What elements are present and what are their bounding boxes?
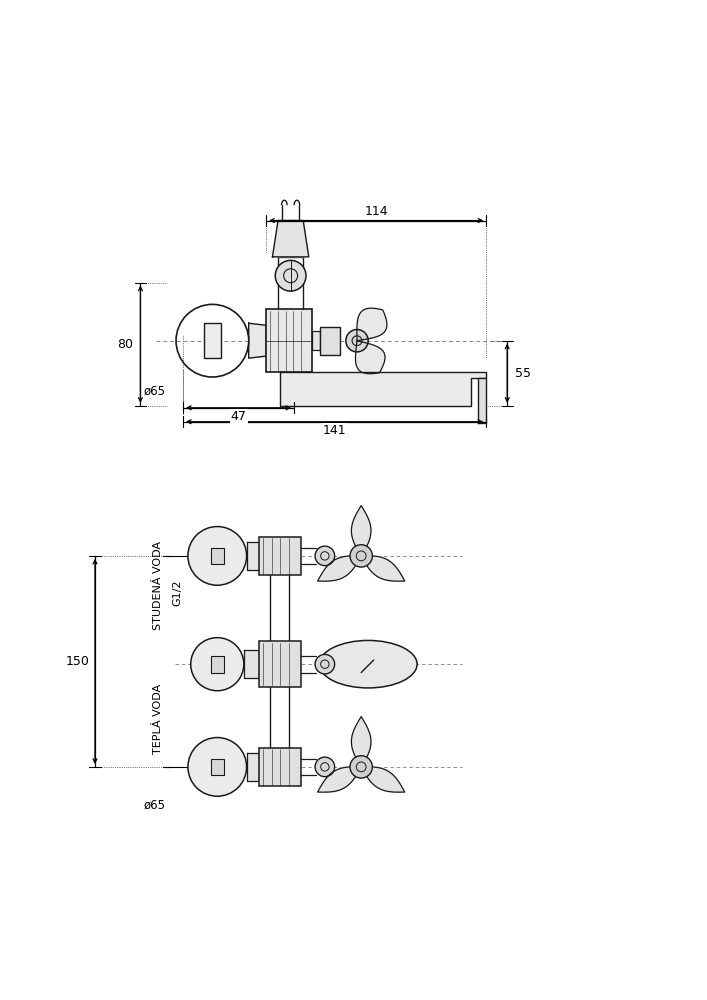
Bar xyxy=(259,537,301,575)
Text: TEPLÁ VODA: TEPLÁ VODA xyxy=(153,684,163,754)
Bar xyxy=(320,327,339,355)
Circle shape xyxy=(350,756,373,778)
Circle shape xyxy=(188,738,247,796)
Circle shape xyxy=(188,527,247,585)
Bar xyxy=(259,641,301,687)
Circle shape xyxy=(315,757,334,777)
Text: ø65: ø65 xyxy=(144,799,166,812)
Polygon shape xyxy=(280,372,486,406)
Text: G1/2: G1/2 xyxy=(173,579,182,606)
Text: ø65: ø65 xyxy=(144,385,166,398)
Circle shape xyxy=(350,545,373,567)
Bar xyxy=(211,759,223,775)
Text: 141: 141 xyxy=(323,424,346,437)
Circle shape xyxy=(315,654,334,674)
Ellipse shape xyxy=(320,640,417,688)
Polygon shape xyxy=(356,341,385,374)
Polygon shape xyxy=(361,767,404,792)
Bar xyxy=(266,309,312,372)
Circle shape xyxy=(346,330,368,352)
Circle shape xyxy=(191,638,244,691)
Polygon shape xyxy=(357,308,387,341)
Text: 47: 47 xyxy=(230,410,247,423)
Bar xyxy=(204,323,221,358)
Polygon shape xyxy=(244,650,259,678)
Text: 150: 150 xyxy=(66,655,90,668)
Polygon shape xyxy=(351,717,371,767)
Polygon shape xyxy=(361,556,404,581)
Bar xyxy=(312,331,320,350)
Text: 114: 114 xyxy=(364,205,388,218)
Polygon shape xyxy=(247,753,259,781)
Bar xyxy=(211,548,223,564)
Polygon shape xyxy=(351,506,371,556)
Polygon shape xyxy=(317,767,361,792)
Text: 55: 55 xyxy=(515,367,530,380)
Bar xyxy=(478,378,486,423)
Circle shape xyxy=(315,546,334,566)
Polygon shape xyxy=(317,556,361,581)
Bar xyxy=(211,656,223,673)
Text: STUDENÁ VODA: STUDENÁ VODA xyxy=(153,541,163,630)
Circle shape xyxy=(275,260,306,291)
Polygon shape xyxy=(247,542,259,570)
Polygon shape xyxy=(272,221,309,257)
Text: 80: 80 xyxy=(117,338,133,351)
Bar xyxy=(259,748,301,786)
Polygon shape xyxy=(249,323,266,358)
